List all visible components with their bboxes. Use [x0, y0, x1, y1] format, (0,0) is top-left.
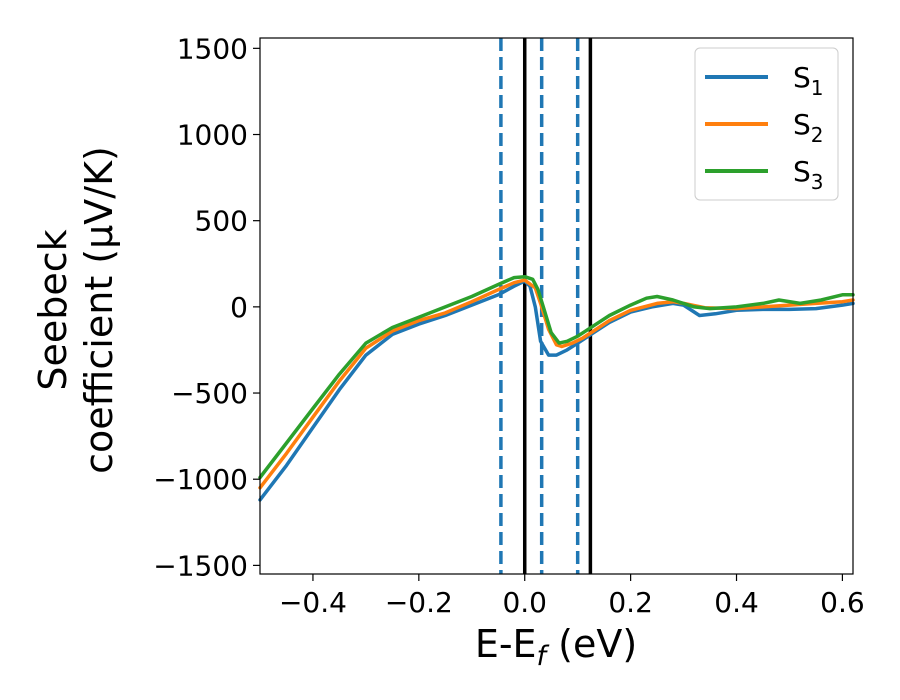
- y-tick-label: 1000: [177, 119, 248, 152]
- y-axis-title: Seebeck coefficient (μV/K): [31, 146, 121, 474]
- plot-lines: [499, 38, 593, 574]
- y-axis-ticks: −1500 −1000 −500 0 500 1000 1500: [153, 32, 260, 582]
- x-axis-title: E-Ef (eV): [475, 622, 637, 672]
- legend-label-1: S1: [793, 61, 824, 100]
- x-tick-label: 0.4: [714, 586, 759, 619]
- legend-label-3: S3: [793, 155, 824, 194]
- legend-label-2: S2: [793, 108, 824, 147]
- x-axis-title-unit: (eV): [546, 622, 637, 666]
- x-tick-label: −0.2: [385, 586, 453, 619]
- y-axis-title-line1: Seebeck: [31, 229, 75, 390]
- x-tick-label: 0.0: [502, 586, 547, 619]
- y-tick-label: −1000: [153, 463, 248, 496]
- series-line-2: [258, 278, 855, 490]
- x-tick-label: −0.4: [279, 586, 347, 619]
- y-axis-title-line2: coefficient (μV/K): [77, 146, 121, 474]
- x-tick-label: 0.6: [820, 586, 865, 619]
- series-line-3: [258, 274, 855, 480]
- series-line-1: [258, 279, 855, 502]
- y-tick-label: 500: [195, 205, 248, 238]
- x-tick-label: 0.2: [608, 586, 653, 619]
- y-tick-label: 0: [230, 291, 248, 324]
- y-tick-label: −500: [171, 377, 248, 410]
- series-layer: [258, 274, 855, 502]
- y-tick-label: −1500: [153, 549, 248, 582]
- x-axis-title-main: E-E: [475, 622, 537, 666]
- y-tick-label: 1500: [177, 32, 248, 65]
- x-axis-ticks: −0.4 −0.2 0.0 0.2 0.4 0.6: [279, 574, 865, 619]
- legend: S1 S2 S3: [694, 47, 839, 201]
- plot-frame: [259, 37, 854, 575]
